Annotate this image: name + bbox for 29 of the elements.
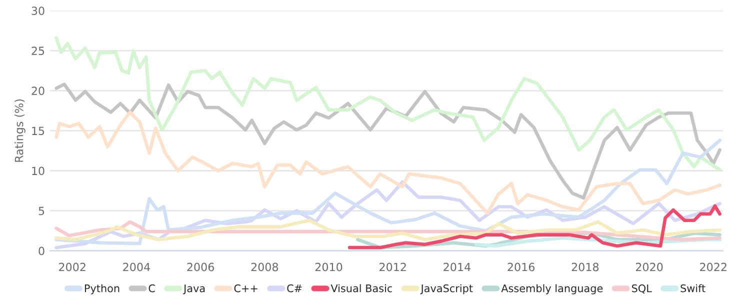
legend-label: JavaScript: [420, 284, 473, 294]
y-tick-label: 0: [38, 246, 44, 256]
y-tick-label: 20: [32, 86, 44, 96]
legend-label: Assembly language: [501, 284, 603, 294]
x-tick-label: 2006: [187, 262, 214, 272]
x-tick-label: 2018: [572, 262, 599, 272]
legend-label: C: [148, 284, 155, 292]
x-tick-label: 2004: [123, 262, 150, 272]
legend-label: SQL: [632, 284, 652, 294]
x-tick-label: 2016: [508, 262, 535, 272]
x-tick-label: 2014: [444, 262, 470, 272]
legend-label: Visual Basic: [330, 284, 392, 292]
x-tick-label: 2012: [380, 262, 406, 272]
legend-label: C#: [287, 284, 302, 292]
legend-label: Swift: [680, 284, 706, 292]
x-tick-label: 2010: [315, 262, 342, 272]
x-tick-label: 2008: [251, 262, 278, 272]
legend-label: Java: [183, 284, 205, 294]
y-tick-label: 10: [32, 166, 44, 176]
y-tick-label: 15: [32, 126, 44, 136]
x-tick-label: 2020: [636, 262, 663, 272]
y-axis-title: Ratings (%): [14, 99, 26, 162]
legend-label: Python: [84, 284, 120, 294]
y-tick-label: 5: [38, 206, 44, 216]
y-tick-label: 30: [32, 6, 44, 16]
x-tick-label: 2002: [59, 262, 86, 272]
legend-label: C++: [234, 284, 258, 292]
y-tick-label: 25: [32, 46, 44, 56]
x-tick-label: 2022: [700, 262, 726, 272]
